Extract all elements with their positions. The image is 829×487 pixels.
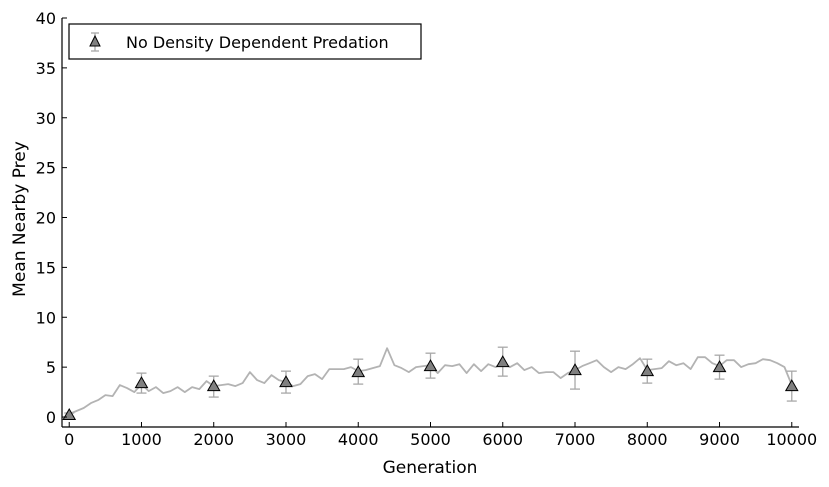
legend-label: No Density Dependent Predation bbox=[126, 33, 389, 52]
data-point-marker bbox=[423, 359, 438, 372]
x-tick-label: 9000 bbox=[699, 430, 740, 449]
y-tick-label: 30 bbox=[36, 109, 56, 128]
data-point-marker bbox=[134, 376, 149, 389]
x-tick-label: 6000 bbox=[482, 430, 523, 449]
y-tick-label: 35 bbox=[36, 59, 56, 78]
legend-box bbox=[68, 23, 422, 60]
x-tick-label: 7000 bbox=[555, 430, 596, 449]
x-tick-label: 5000 bbox=[410, 430, 451, 449]
legend-marker bbox=[89, 32, 101, 52]
x-tick-label: 0 bbox=[64, 430, 74, 449]
data-point-marker bbox=[712, 360, 727, 373]
data-point-marker bbox=[206, 379, 221, 392]
y-tick-label: 0 bbox=[46, 408, 56, 427]
y-axis-title: Mean Nearby Prey bbox=[10, 141, 30, 297]
legend-triangle-icon bbox=[89, 34, 101, 47]
x-axis-ticks: 0 1000 2000 3000 4000 5000 6000 7000 8000 9000 100… bbox=[64, 422, 817, 449]
data-point-marker bbox=[495, 355, 510, 368]
x-tick-label: 10000 bbox=[766, 430, 817, 449]
x-tick-label: 8000 bbox=[627, 430, 668, 449]
y-tick-label: 20 bbox=[36, 209, 56, 228]
y-tick-label: 40 bbox=[36, 9, 56, 28]
data-point-marker bbox=[351, 365, 366, 378]
data-point-marker bbox=[62, 408, 77, 421]
y-axis-ticks: 0 5 10 15 20 25 30 35 40 bbox=[36, 9, 67, 427]
y-tick-label: 10 bbox=[36, 308, 56, 327]
x-tick-label: 4000 bbox=[338, 430, 379, 449]
data-point-marker bbox=[784, 379, 799, 392]
x-tick-label: 2000 bbox=[193, 430, 234, 449]
plot-area bbox=[62, 346, 799, 421]
data-point-marker bbox=[568, 363, 582, 376]
data-point-marker bbox=[640, 364, 655, 377]
x-tick-label: 3000 bbox=[266, 430, 307, 449]
x-axis-title: Generation bbox=[383, 458, 478, 478]
data-point-marker bbox=[279, 375, 293, 388]
y-tick-label: 25 bbox=[36, 159, 56, 178]
y-tick-label: 5 bbox=[46, 358, 56, 377]
x-tick-label: 1000 bbox=[121, 430, 162, 449]
y-tick-label: 15 bbox=[36, 258, 56, 277]
legend: No Density Dependent Predation bbox=[68, 23, 422, 60]
